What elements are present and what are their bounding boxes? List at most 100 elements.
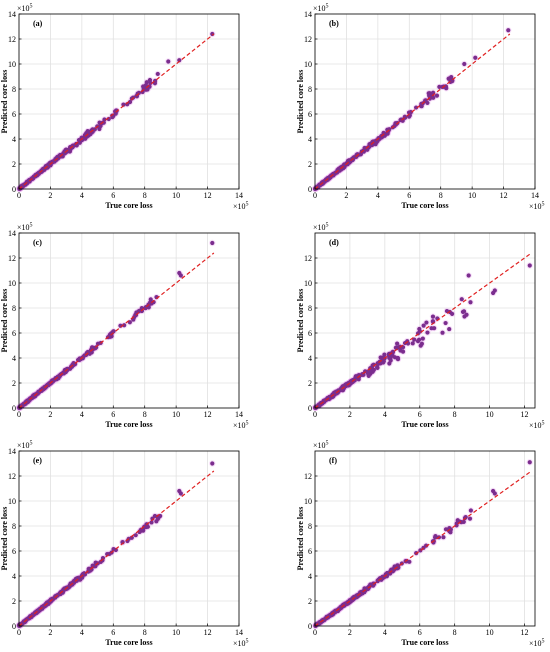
y-tick-label: 10	[304, 497, 312, 506]
data-point	[492, 491, 497, 496]
data-point	[473, 55, 478, 60]
data-point	[412, 337, 417, 342]
data-point	[467, 516, 473, 521]
x-axis-label: True core loss	[401, 420, 448, 429]
x-tick-label: 8	[143, 628, 147, 637]
x-tick-label: 2	[48, 191, 52, 200]
data-point	[376, 361, 381, 366]
x-multiplier-exponent: 5	[246, 639, 249, 645]
data-point	[431, 95, 436, 100]
data-point	[376, 577, 381, 582]
data-point	[95, 341, 101, 346]
data-point	[415, 339, 421, 344]
y-tick-label: 10	[304, 60, 312, 69]
y-multiplier-exponent: 5	[30, 4, 33, 10]
data-point	[429, 326, 434, 331]
x-tick-label: 6	[111, 191, 115, 200]
y-tick-label: 6	[12, 329, 16, 338]
data-point	[111, 329, 116, 334]
data-point	[424, 320, 429, 325]
data-point	[113, 547, 118, 553]
data-point	[139, 528, 144, 533]
data-point	[427, 96, 432, 101]
y-tick-label: 0	[308, 404, 312, 413]
x-tick-label: 10	[172, 410, 180, 419]
x-tick-label: 8	[143, 191, 147, 200]
y-tick-label: 0	[12, 185, 16, 194]
x-tick-label: 6	[111, 628, 115, 637]
data-point	[144, 524, 149, 530]
panel-label: (e)	[33, 456, 42, 465]
axes-frame	[314, 232, 536, 409]
data-point	[55, 154, 60, 160]
x-multiplier: ×105	[233, 421, 249, 431]
x-tick-label: 6	[407, 191, 411, 200]
data-point	[177, 58, 182, 63]
y-axis-label: Predicted core loss	[296, 289, 305, 353]
y-tick-label: 2	[12, 597, 16, 606]
data-point	[450, 311, 455, 316]
y-tick-label: 6	[308, 110, 312, 119]
axes-frame	[314, 450, 536, 627]
data-point	[166, 59, 171, 64]
x-tick-label: 14	[235, 410, 243, 419]
x-tick-label: 8	[453, 628, 457, 637]
data-point	[490, 290, 496, 296]
data-point	[454, 521, 459, 526]
y-tick-label: 14	[8, 447, 16, 456]
y-tick-label: 2	[308, 379, 312, 388]
y-axis-label: Predicted core loss	[0, 289, 9, 353]
y-tick-label: 12	[8, 472, 16, 481]
x-tick-label: 2	[344, 191, 348, 200]
data-point	[440, 330, 445, 335]
x-tick-label: 4	[80, 628, 84, 637]
y-axis-label: Predicted core loss	[296, 70, 305, 134]
x-tick-label: 6	[111, 410, 115, 419]
x-multiplier: ×105	[529, 202, 545, 212]
data-point	[66, 147, 72, 153]
y-tick-label: 0	[308, 622, 312, 631]
y-tick-label: 6	[12, 547, 16, 556]
data-point	[210, 461, 215, 466]
y-tick-label: 6	[308, 547, 312, 556]
data-point	[149, 520, 154, 525]
panel-label: (c)	[33, 238, 42, 247]
data-point	[462, 61, 467, 67]
axes-frame	[314, 13, 536, 190]
data-point	[391, 567, 396, 572]
x-tick-label: 4	[383, 410, 387, 419]
data-point	[464, 312, 469, 317]
data-point	[468, 300, 473, 305]
x-multiplier-exponent: 5	[246, 421, 249, 427]
data-point	[133, 533, 138, 538]
y-tick-label: 4	[12, 135, 16, 144]
y-multiplier-base: ×10	[313, 441, 326, 450]
data-point	[527, 263, 532, 268]
x-tick-label: 12	[521, 410, 529, 419]
y-multiplier-base: ×10	[313, 4, 326, 13]
y-tick-label: 4	[12, 354, 16, 363]
data-point	[386, 351, 392, 357]
data-point	[395, 341, 400, 346]
x-tick-label: 10	[172, 191, 180, 200]
x-multiplier: ×105	[233, 639, 249, 649]
x-tick-label: 10	[468, 191, 476, 200]
x-multiplier-exponent: 5	[246, 202, 249, 208]
y-tick-label: 12	[8, 35, 16, 44]
y-multiplier-exponent: 5	[30, 223, 33, 229]
x-multiplier-base: ×10	[233, 202, 246, 211]
y-multiplier: ×105	[17, 441, 33, 451]
data-point	[434, 93, 440, 98]
y-multiplier-exponent: 5	[326, 223, 329, 229]
x-tick-label: 0	[313, 410, 317, 419]
data-point	[398, 348, 403, 353]
data-point	[85, 128, 90, 134]
y-axis-label: Predicted core loss	[296, 507, 305, 571]
x-tick-label: 8	[143, 410, 147, 419]
x-tick-label: 2	[48, 628, 52, 637]
data-point	[419, 341, 424, 346]
y-tick-label: 8	[308, 304, 312, 313]
